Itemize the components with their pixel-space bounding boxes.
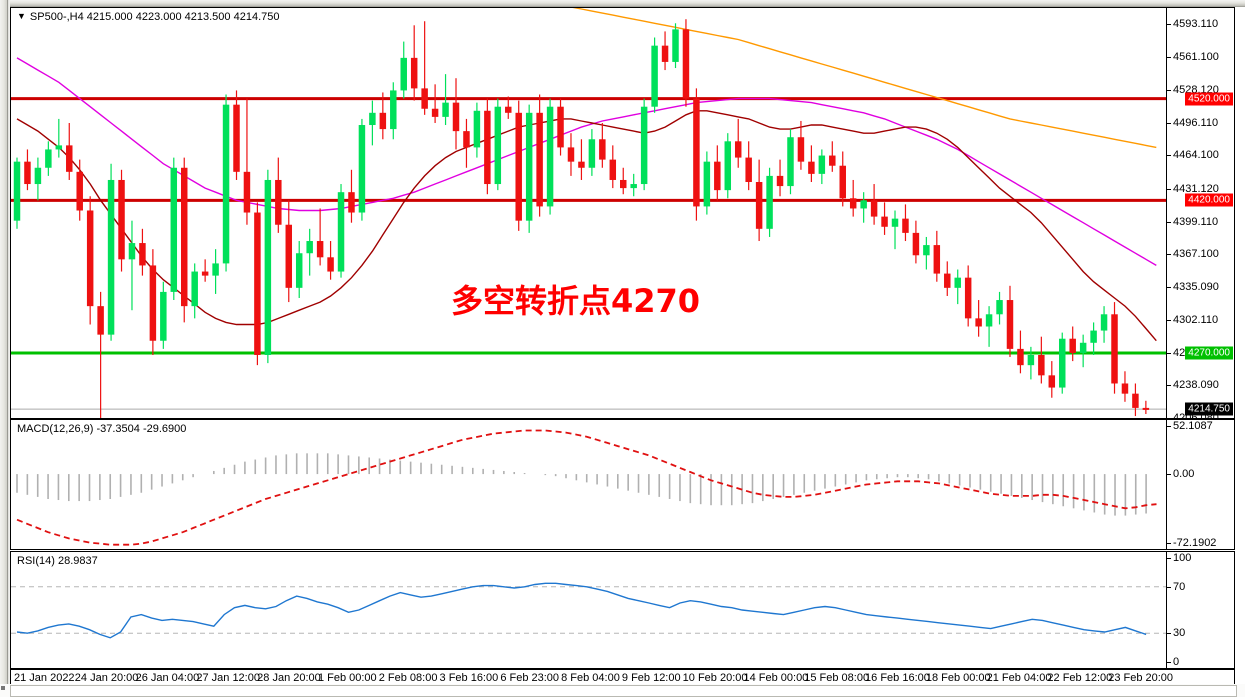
rsi-svg — [11, 582, 1166, 639]
price-tick-label: 4464.100 — [1173, 149, 1219, 162]
rsi-tick-label: 30 — [1173, 627, 1186, 640]
window-top-border — [0, 0, 1245, 7]
collapse-triangle-icon[interactable]: ▼ — [17, 11, 26, 21]
macd-tick — [1167, 426, 1171, 427]
price-tick — [1167, 254, 1171, 256]
time-axis-label: 8 Feb 04:00 — [561, 672, 620, 684]
rsi-tick-label: 70 — [1173, 580, 1186, 593]
time-axis-label: 2 Feb 08:00 — [378, 672, 438, 684]
rsi-axis-scale[interactable]: 100 70 30 0 — [1166, 552, 1234, 668]
price-tick-label: 4302.110 — [1173, 314, 1219, 327]
price-level-tag[interactable]: 4420.000 — [1185, 193, 1233, 207]
time-axis-label: 9 Feb 12:00 — [621, 672, 681, 684]
macd-tick — [1167, 543, 1171, 544]
time-axis-label: 6 Feb 23:00 — [500, 672, 560, 684]
chart-annotation-text: 多空转折点4270 — [451, 282, 701, 320]
time-axis-label: 28 Jan 20:00 — [257, 672, 321, 684]
price-tick — [1167, 24, 1171, 26]
price-tick — [1167, 90, 1171, 92]
price-tick-label: 4399.110 — [1173, 215, 1219, 228]
price-level-tag[interactable]: 4270.000 — [1185, 346, 1233, 360]
time-axis-label: 22 Feb 12:00 — [1047, 672, 1113, 684]
price-tick-label: 4431.120 — [1173, 183, 1219, 195]
time-axis-label: 16 Feb 16:00 — [865, 672, 930, 684]
time-axis-label: 10 Feb 20:00 — [682, 672, 748, 684]
rsi-tick-label: 100 — [1173, 552, 1192, 564]
time-axis-label: 14 Feb 00:00 — [743, 672, 809, 684]
price-tick-label: 4335.090 — [1173, 280, 1219, 293]
time-axis-label: 1 Feb 00:00 — [317, 672, 377, 684]
price-tick — [1167, 286, 1171, 288]
macd-plot-area[interactable] — [11, 420, 1166, 549]
horizontal-scrollbar[interactable] — [10, 685, 1237, 697]
time-axis-label: 26 Jan 04:00 — [135, 672, 200, 684]
price-level-tag[interactable]: 4520.000 — [1185, 92, 1233, 106]
macd-panel[interactable]: MACD(12,26,9) -37.3504 -29.6900 52.1087 0… — [10, 419, 1235, 550]
time-axis-label: 15 Feb 08:00 — [804, 672, 870, 684]
symbol-header: ▼ SP500-,H4 4215.000 4223.000 4213.500 42… — [17, 11, 279, 23]
rsi-plot-area[interactable] — [11, 552, 1166, 668]
symbol-header-text: SP500-,H4 4215.000 4223.000 4213.500 421… — [29, 11, 280, 23]
time-axis-label: 27 Jan 12:00 — [196, 672, 260, 684]
price-candlestick-svg — [11, 8, 1166, 418]
rsi-panel[interactable]: RSI(14) 28.9837 100 70 30 0 — [10, 551, 1235, 669]
window-left-rail — [0, 0, 10, 684]
price-tick-label: 4496.110 — [1173, 116, 1219, 129]
rsi-tick-label: 0 — [1173, 656, 1180, 668]
price-level-tag[interactable]: 4214.750 — [1185, 402, 1233, 416]
time-axis-label: 3 Feb 16:00 — [439, 672, 499, 684]
price-tick — [1167, 56, 1171, 58]
rsi-header: RSI(14) 28.9837 — [17, 555, 98, 567]
resize-corner-dot — [1, 686, 5, 690]
price-tick — [1167, 221, 1171, 223]
time-axis-label: 18 Feb 00:00 — [925, 672, 991, 684]
price-tick — [1167, 352, 1171, 354]
price-tick — [1167, 418, 1171, 419]
price-chart-panel[interactable]: ▼ SP500-,H4 4215.000 4223.000 4213.500 42… — [10, 7, 1235, 424]
macd-axis-scale[interactable]: 52.1087 0.00 -72.1902 — [1166, 420, 1234, 549]
price-tick — [1167, 320, 1171, 322]
price-tick — [1167, 385, 1171, 387]
time-axis-label: 21 Feb 04:00 — [986, 672, 1052, 684]
macd-svg — [16, 429, 1157, 546]
price-plot-area[interactable] — [11, 8, 1166, 418]
time-axis-label: 23 Feb 20:00 — [1108, 672, 1174, 684]
left-rail-divider — [7, 0, 8, 684]
price-tick-label: 4593.110 — [1173, 18, 1219, 31]
window-bottom-rail — [0, 684, 1245, 697]
macd-tick — [1167, 474, 1171, 476]
rsi-tick — [1167, 586, 1171, 588]
time-axis[interactable]: 21 Jan 2022 24 Jan 20:00 26 Jan 04:00 27 Ja… — [10, 669, 1235, 684]
price-tick-label: 4238.090 — [1173, 379, 1219, 392]
macd-header: MACD(12,26,9) -37.3504 -29.6900 — [17, 423, 187, 435]
rsi-tick — [1167, 662, 1171, 663]
time-axis-label: 24 Jan 20:00 — [74, 672, 139, 684]
time-axis-label: 21 Jan 2022 — [14, 672, 75, 684]
price-tick — [1167, 155, 1171, 157]
price-tick-label: 4561.100 — [1173, 50, 1219, 63]
macd-tick-label: 52.1087 — [1173, 420, 1213, 432]
price-tick-label: 4367.100 — [1173, 248, 1219, 261]
price-tick — [1167, 122, 1171, 124]
rsi-tick — [1167, 558, 1171, 559]
macd-tick-label: 0.00 — [1173, 468, 1195, 481]
rsi-tick — [1167, 633, 1171, 635]
macd-tick-label: -72.1902 — [1173, 537, 1217, 549]
price-tick — [1167, 189, 1171, 190]
